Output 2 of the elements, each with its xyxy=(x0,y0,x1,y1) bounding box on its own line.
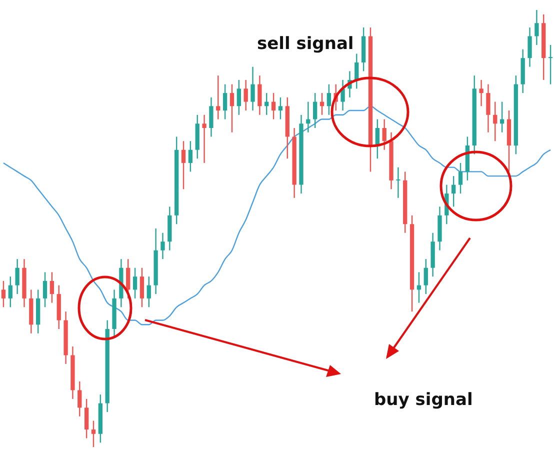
annotation: buy signal xyxy=(374,390,473,410)
annotation: sell signal xyxy=(257,34,354,54)
